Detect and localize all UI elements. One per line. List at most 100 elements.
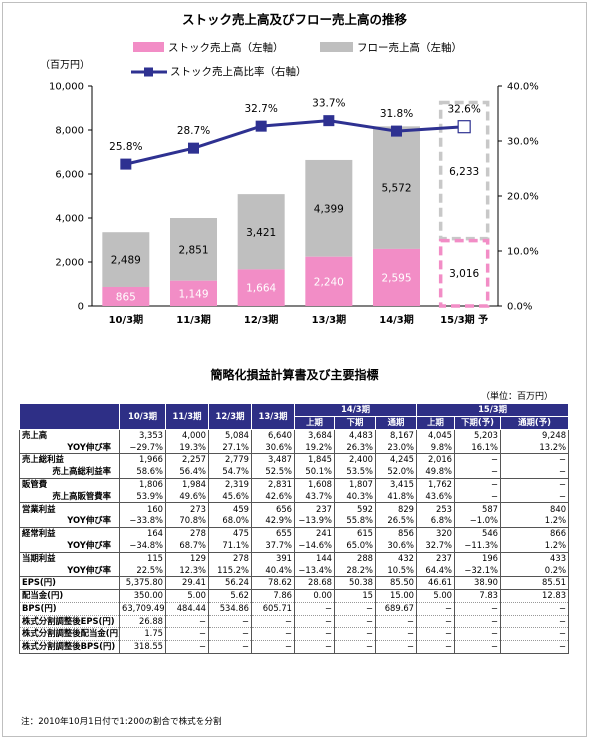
- row-label: YOY伸び率: [19, 515, 120, 528]
- bar-flow-label: 6,233: [449, 166, 479, 178]
- ratio-label: 25.8%: [109, 141, 142, 153]
- y-tick-label: 6,000: [55, 170, 84, 181]
- header-year: 10/3期: [119, 403, 166, 430]
- table-cell: 55.8%: [334, 515, 376, 528]
- table-cell: 318.55: [119, 640, 166, 654]
- bar-flow: [373, 126, 420, 249]
- row-label: 配当金(円): [19, 588, 120, 603]
- ratio-point: [188, 142, 199, 154]
- table-cell: −: [416, 640, 456, 654]
- table-cell: 78.62: [251, 576, 295, 590]
- row-label: YOY伸び率: [19, 539, 120, 553]
- y-tick-label: 8,000: [55, 126, 84, 137]
- table-cell: −: [294, 601, 335, 616]
- y-axis-unit-label: （百万円）: [40, 60, 90, 71]
- table-cell: 1,608: [294, 477, 335, 491]
- bar-stock-label: 3,016: [449, 268, 479, 280]
- table-cell: −32.1%: [454, 564, 502, 577]
- table-cell: −: [165, 627, 209, 641]
- table-cell: 2,257: [165, 453, 209, 466]
- table-cell: −: [454, 453, 502, 466]
- table-cell: −: [454, 465, 502, 479]
- bar-flow-forecast: [438, 100, 490, 241]
- table-row: 売上高総利益率 58.6% 56.4% 54.7% 52.5% 50.1% 53.5% 52.…: [19, 465, 570, 479]
- legend-swatch-ratio: [131, 67, 167, 77]
- y2-tick-label: 10.0%: [507, 247, 539, 258]
- table-row: 経常利益 164 278 475 655 241 615 856 320 546 866: [19, 526, 570, 540]
- table-cell: 1,966: [119, 453, 166, 466]
- table-cell: 42.6%: [251, 490, 295, 503]
- chart-title: ストック売上高及びフロー売上高の推移: [181, 12, 407, 27]
- x-tick-label: 14/3期: [379, 313, 414, 326]
- table-cell: 856: [374, 526, 418, 540]
- table-unit: （単位：百万円）: [481, 392, 554, 402]
- header-sub: 下期(予): [454, 415, 502, 430]
- header-year: 13/3期: [251, 403, 295, 430]
- y2-tick-label: 20.0%: [507, 192, 539, 203]
- ratio-label: 28.7%: [177, 125, 210, 137]
- ratio-label: 32.6%: [447, 104, 480, 116]
- header-sub: 上期: [294, 415, 335, 430]
- table-cell: 41.8%: [374, 490, 418, 503]
- row-label: 売上高: [19, 428, 120, 442]
- table-cell: 22.5%: [119, 564, 166, 577]
- x-tick-label: 12/3期: [244, 313, 279, 326]
- table-cell: 655: [251, 526, 295, 540]
- bar-flow-label: 4,399: [314, 203, 344, 215]
- table-cell: 5.00: [165, 588, 209, 603]
- table-cell: 1,762: [416, 477, 456, 491]
- table-cell: 46.61: [416, 576, 456, 590]
- table-cell: 28.2%: [334, 564, 376, 577]
- table-cell: 26.88: [119, 614, 166, 628]
- x-tick-label: 13/3期: [312, 313, 347, 326]
- table-cell: −: [454, 477, 502, 491]
- table-cell: 8,167: [374, 428, 418, 442]
- ratio-point: [120, 158, 132, 170]
- table-cell: 592: [334, 502, 376, 516]
- row-label: YOY伸び率: [19, 564, 120, 577]
- table-cell: 43.6%: [416, 490, 456, 503]
- table-cell: 85.50: [374, 576, 418, 590]
- table-cell: 54.7%: [208, 465, 252, 479]
- table-cell: −: [251, 614, 295, 628]
- x-tick-label: 11/3期: [176, 313, 211, 326]
- table-cell: 115: [119, 551, 166, 565]
- table-cell: −: [165, 614, 209, 628]
- table-cell: 129: [165, 551, 209, 565]
- table-cell: 45.6%: [208, 490, 252, 503]
- table-cell: 40.3%: [334, 490, 376, 503]
- row-label: 株式分割調整後配当金(円): [19, 627, 120, 641]
- table-cell: −1.0%: [454, 515, 502, 528]
- table-row: 株式分割調整後EPS(円) 26.88− − − − − − − − −: [19, 614, 570, 628]
- table-row: 販管費 1,806 1,984 2,319 2,831 1,608 1,807 3,415 1,…: [19, 477, 570, 491]
- header-year: 12/3期: [208, 403, 252, 430]
- table-cell: 475: [208, 526, 252, 540]
- table-cell: 615: [334, 526, 376, 540]
- legend-label-ratio: ストック売上高比率（右軸）: [170, 66, 307, 78]
- row-label: 経常利益: [19, 526, 120, 540]
- header-blank: [19, 403, 120, 430]
- table-cell: −: [294, 627, 335, 641]
- bar-flow-label: 3,421: [246, 227, 276, 239]
- table-row: EPS(円) 5,375.80 29.41 56.24 78.62 28.68 50.38 8…: [19, 576, 570, 590]
- table-cell: 16.1%: [454, 441, 502, 454]
- table-cell: −13.4%: [294, 564, 335, 577]
- table-row: YOY伸び率 −34.8% 68.7% 71.1% 37.7% −14.6% 65.0% 30…: [19, 539, 570, 553]
- header-group-15: 15/3期: [416, 403, 570, 417]
- header-year: 11/3期: [165, 403, 209, 430]
- row-label: 売上総利益: [19, 453, 120, 466]
- table-cell: 115.2%: [208, 564, 252, 577]
- table-cell: 278: [208, 551, 252, 565]
- table-cell: 160: [119, 502, 166, 516]
- bar-stock-label: 1,664: [246, 283, 276, 295]
- table-cell: 68.0%: [208, 515, 252, 528]
- table-row: 当期利益 115 129 278 391 144 288 432 237 196 433: [19, 551, 570, 565]
- row-label: BPS(円): [19, 601, 120, 616]
- table-cell: 42.9%: [251, 515, 295, 528]
- table-cell: 15.00: [374, 588, 418, 603]
- table-cell: 1.75: [119, 627, 166, 641]
- table-row: YOY伸び率 −33.8% 70.8% 68.0% 42.9% −13.9% 55.8% 26…: [19, 515, 570, 528]
- bar-flow: [170, 218, 217, 281]
- table-cell: 278: [165, 526, 209, 540]
- table-cell: 4,045: [416, 428, 456, 442]
